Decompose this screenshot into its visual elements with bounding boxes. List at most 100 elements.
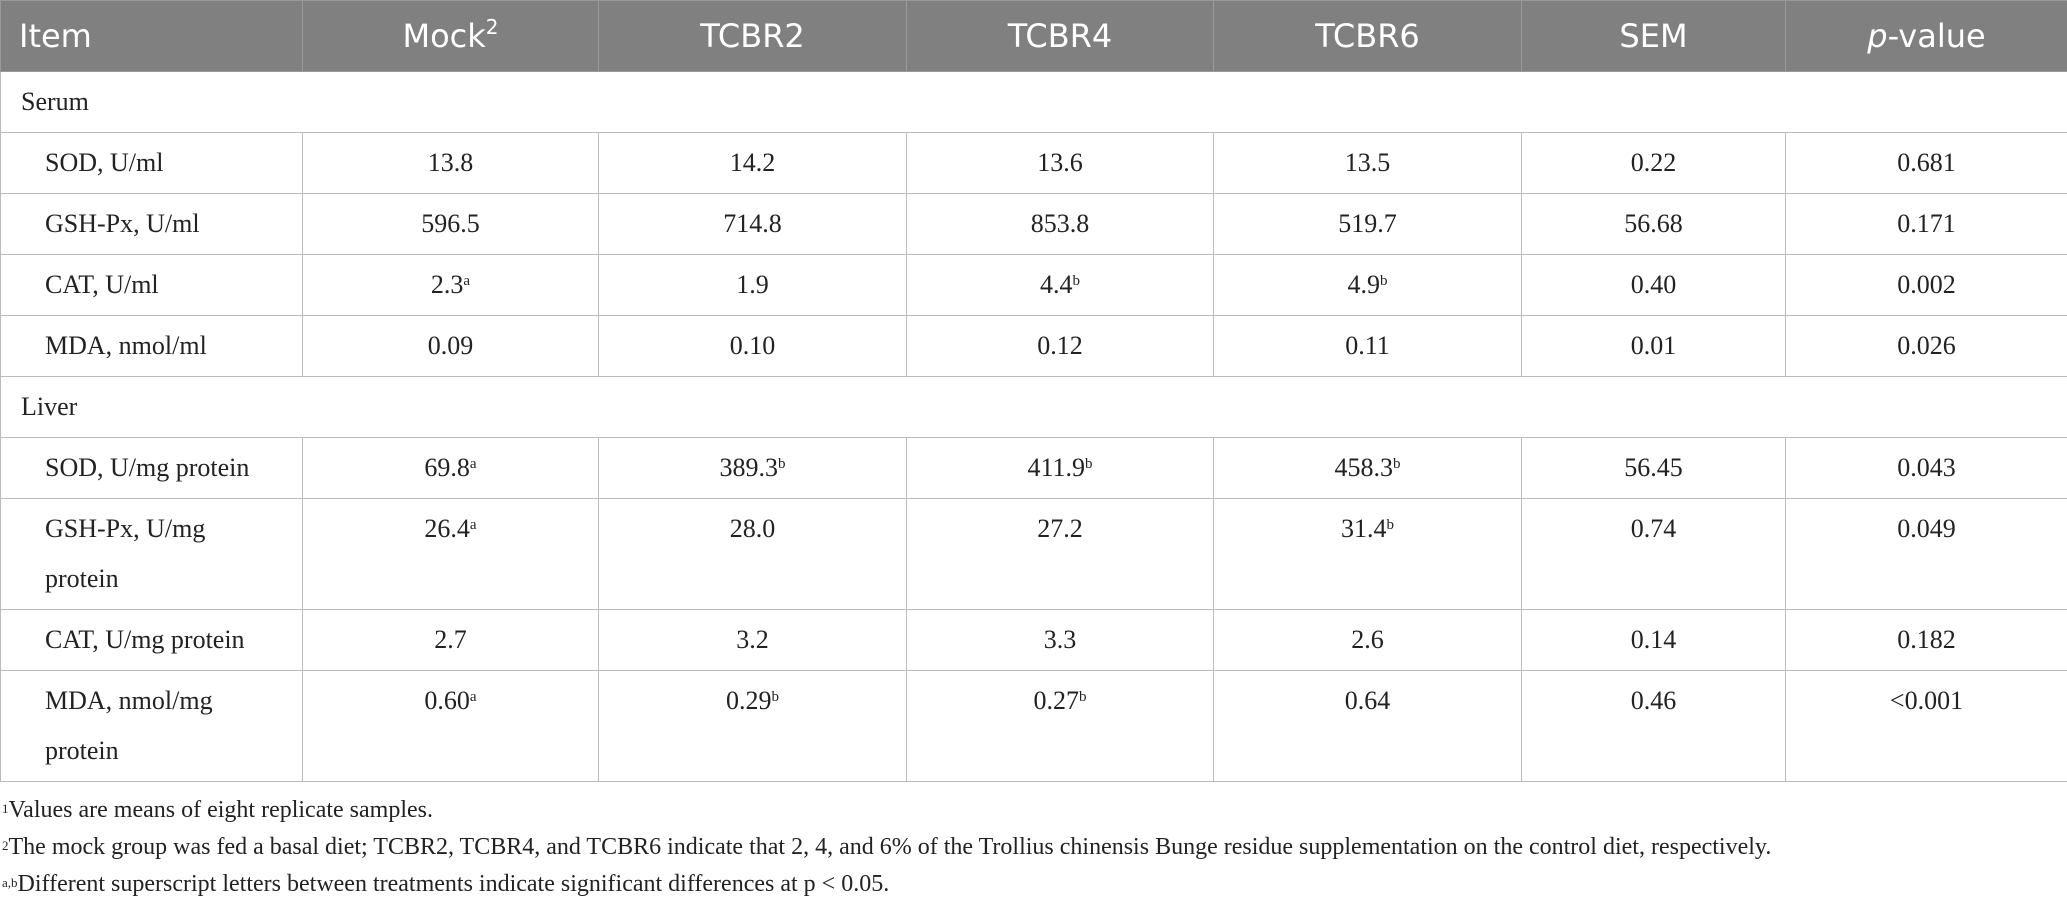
data-cell: 0.10 [598, 315, 907, 377]
data-cell: 28.0 [598, 498, 907, 610]
data-cell: 56.45 [1521, 437, 1786, 499]
row-label: MDA, nmol/ml [0, 315, 303, 377]
data-cell: 3.3 [906, 609, 1214, 671]
cell-text: 0.60 [424, 686, 470, 715]
cell-text: 0.11 [1345, 331, 1390, 360]
cell-text: 0.026 [1897, 331, 1956, 360]
cell-text: 0.74 [1630, 514, 1677, 543]
cell-text: 2.7 [434, 625, 467, 654]
footnote-marker: a,b [2, 875, 18, 890]
cell-text: 13.6 [1037, 148, 1083, 177]
cell-text: Mock [402, 17, 486, 55]
cell-text: 596.5 [421, 209, 480, 238]
table-body: Serum SOD, U/ml 13.8 14.2 13.6 13.5 0.22 0.681 G… [0, 71, 2067, 782]
cell-text: SEM [1619, 17, 1688, 55]
data-cell: 0.681 [1785, 132, 2067, 194]
data-cell: 4.9b [1213, 254, 1522, 316]
data-cell: 2.3a [302, 254, 599, 316]
header-cell: Item [0, 0, 303, 72]
cell-text: 853.8 [1030, 209, 1090, 238]
footnote: 1Values are means of eight replicate sam… [0, 792, 2067, 829]
section-row: Serum [0, 71, 2067, 133]
superscript: 2 [485, 15, 499, 39]
cell-text: CAT, U/mg protein [45, 625, 245, 654]
cell-text: 27.2 [1037, 514, 1083, 543]
superscript: b [1085, 456, 1093, 472]
data-cell: 2.7 [302, 609, 599, 671]
cell-text: 26.4 [424, 514, 470, 543]
superscript: b [771, 689, 780, 705]
data-row: MDA, nmol/mg protein 0.60a 0.29b 0.27b 0.64 0… [0, 670, 2067, 782]
cell-text: 0.29 [726, 686, 772, 715]
data-cell: 519.7 [1213, 193, 1522, 255]
data-cell: 56.68 [1521, 193, 1786, 255]
data-row: GSH-Px, U/ml 596.5 714.8 853.8 519.7 56.68 0.1… [0, 193, 2067, 255]
header-cell: TCBR4 [906, 0, 1214, 72]
cell-text: TCBR4 [1007, 17, 1113, 55]
table-header: Item Mock2 TCBR2 TCBR4 TCBR6 SEM p-value [0, 0, 2067, 72]
footnote-marker: 1 [2, 801, 9, 816]
row-label: CAT, U/mg protein [0, 609, 303, 671]
cell-text: 714.8 [723, 209, 782, 238]
cell-text: 0.14 [1630, 625, 1677, 654]
cell-text: 31.4 [1341, 514, 1387, 543]
data-cell: 0.46 [1521, 670, 1786, 782]
cell-text: 0.002 [1897, 270, 1956, 299]
data-cell: 13.8 [302, 132, 599, 194]
cell-text: 0.46 [1630, 686, 1677, 715]
cell-text: TCBR6 [1315, 17, 1420, 55]
cell-text: TCBR2 [700, 17, 805, 55]
data-cell: 0.11 [1213, 315, 1522, 377]
superscript: a [469, 517, 477, 533]
cell-text: 1.9 [736, 270, 769, 299]
data-row: SOD, U/ml 13.8 14.2 13.6 13.5 0.22 0.681 [0, 132, 2067, 194]
data-row: MDA, nmol/ml 0.09 0.10 0.12 0.11 0.01 0.026 [0, 315, 2067, 377]
cell-text: CAT, U/ml [45, 270, 159, 299]
header-cell: TCBR2 [598, 0, 907, 72]
data-cell: 0.74 [1521, 498, 1786, 610]
cell-text: Item [19, 17, 92, 55]
footnote: 2The mock group was fed a basal diet; TC… [0, 829, 2067, 866]
data-row: CAT, U/ml 2.3a 1.9 4.4b 4.9b 0.40 0.002 [0, 254, 2067, 316]
data-cell: 0.171 [1785, 193, 2067, 255]
cell-text: 4.4 [1040, 270, 1073, 299]
data-cell: 0.002 [1785, 254, 2067, 316]
data-cell: <0.001 [1785, 670, 2067, 782]
data-cell: 0.182 [1785, 609, 2067, 671]
cell-text: 0.64 [1344, 686, 1391, 715]
data-cell: 0.40 [1521, 254, 1786, 316]
data-cell: 3.2 [598, 609, 907, 671]
cell-text: 28.0 [729, 514, 776, 543]
data-cell: 69.8a [302, 437, 599, 499]
cell-text: 0.182 [1897, 625, 1956, 654]
cell-text: 3.2 [736, 625, 769, 654]
cell-text: 13.8 [427, 148, 474, 177]
superscript: b [778, 456, 786, 472]
row-label: MDA, nmol/mg protein [0, 670, 303, 782]
section-row: Liver [0, 376, 2067, 438]
data-cell: 2.6 [1213, 609, 1522, 671]
data-cell: 596.5 [302, 193, 599, 255]
superscript: b [1393, 456, 1401, 472]
superscript: b [1079, 689, 1087, 705]
footnotes: 1Values are means of eight replicate sam… [0, 792, 2067, 903]
cell-text: 56.68 [1624, 209, 1683, 238]
data-cell: 0.049 [1785, 498, 2067, 610]
cell-text: 519.7 [1338, 209, 1397, 238]
cell-text: 389.3 [719, 453, 779, 482]
row-label: GSH-Px, U/ml [0, 193, 303, 255]
data-cell: 0.27b [906, 670, 1214, 782]
data-cell: 0.043 [1785, 437, 2067, 499]
superscript: a [469, 456, 477, 472]
data-cell: 0.026 [1785, 315, 2067, 377]
cell-text: 0.043 [1897, 453, 1956, 482]
cell-text: 69.8 [424, 453, 470, 482]
cell-text: 411.9 [1027, 453, 1086, 482]
cell-text: 0.01 [1630, 331, 1677, 360]
data-cell: 853.8 [906, 193, 1214, 255]
cell-text: 0.10 [729, 331, 776, 360]
data-cell: 458.3b [1213, 437, 1522, 499]
data-cell: 31.4b [1213, 498, 1522, 610]
header-cell: p-value [1785, 0, 2067, 72]
